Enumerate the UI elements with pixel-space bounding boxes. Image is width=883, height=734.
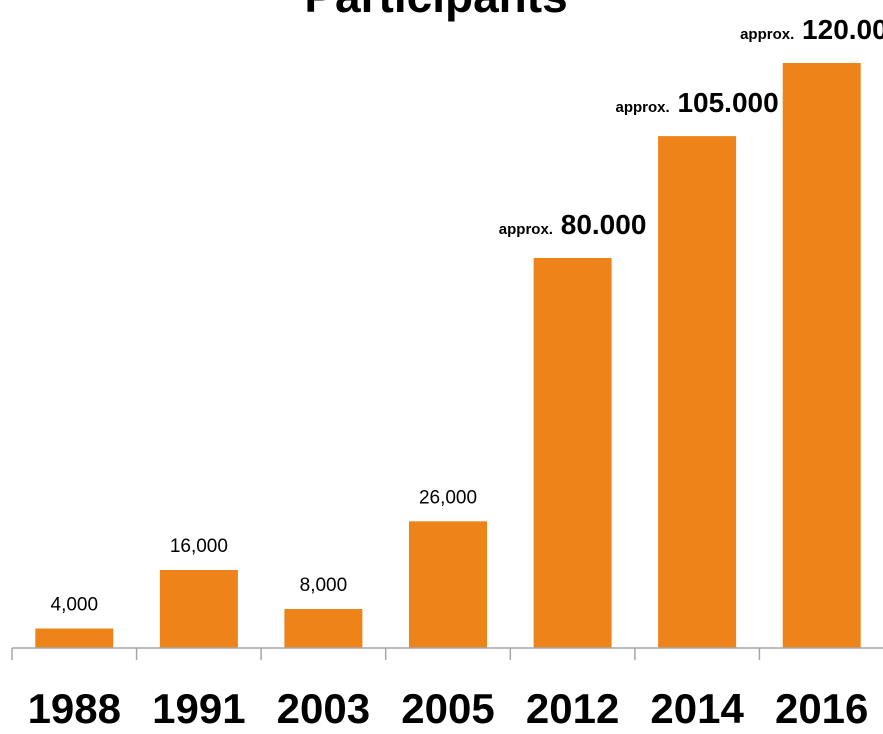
bar-2014 xyxy=(658,136,737,648)
bar-2005 xyxy=(409,521,487,649)
bar-1988 xyxy=(35,628,114,648)
data-label-2014: approx. 105.000 xyxy=(616,87,779,118)
x-tick-labels-group: 1988 1991 2003 2005 2012 2014 2016 xyxy=(28,685,869,732)
x-tick-label-2014: 2014 xyxy=(650,685,744,732)
data-label-2012: approx. 80.000 xyxy=(499,209,647,240)
x-tick-label-2005: 2005 xyxy=(401,685,494,732)
data-label-2005: 26,000 xyxy=(419,487,477,508)
x-tick-label-2003: 2003 xyxy=(277,685,370,732)
bar-1991 xyxy=(159,570,238,648)
data-label-2016: approx. 120.000 xyxy=(740,14,883,45)
x-tick-label-2016: 2016 xyxy=(775,685,868,732)
bar-2016 xyxy=(782,63,861,648)
x-tick-label-1991: 1991 xyxy=(152,685,245,732)
x-tick-label-2012: 2012 xyxy=(526,685,619,732)
data-label-1988: 4,000 xyxy=(51,595,99,616)
data-labels-group: 4,000 16,000 8,000 26,000 approx. 80.000 appr… xyxy=(51,14,883,616)
x-tick-label-1988: 1988 xyxy=(28,685,121,732)
bar-2012 xyxy=(533,258,612,648)
bar-2003 xyxy=(284,609,363,648)
x-axis xyxy=(11,647,883,660)
bars-group xyxy=(35,63,861,649)
data-label-1991: 16,000 xyxy=(170,536,228,557)
chart-title: Participants xyxy=(304,0,567,22)
data-label-2003: 8,000 xyxy=(300,575,348,596)
